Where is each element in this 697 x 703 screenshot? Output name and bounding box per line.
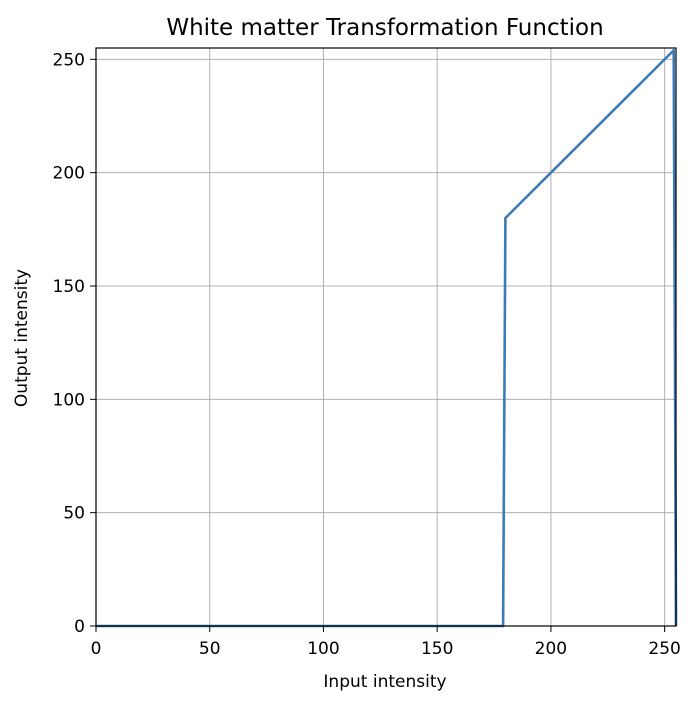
y-tick-label: 250: [53, 50, 85, 70]
series-line: [96, 50, 676, 626]
y-gridlines: [96, 59, 676, 626]
x-tick-label: 200: [535, 639, 567, 659]
x-tick-label: 0: [91, 639, 102, 659]
y-tick-label: 200: [53, 164, 85, 184]
x-axis-label: Input intensity: [323, 672, 446, 692]
x-tick-label: 250: [648, 639, 680, 659]
y-tick-label: 100: [53, 390, 85, 410]
x-axis-ticks: 0 50 100 150 200 250: [91, 626, 681, 659]
x-tick-label: 100: [307, 639, 339, 659]
y-tick-label: 0: [74, 617, 85, 637]
y-axis-label: Output intensity: [12, 269, 32, 407]
x-gridlines: [96, 48, 665, 626]
y-tick-label: 150: [53, 277, 85, 297]
x-tick-label: 50: [199, 639, 221, 659]
x-tick-label: 150: [421, 639, 453, 659]
y-tick-label: 50: [63, 504, 85, 524]
series-layer: [96, 50, 676, 626]
chart-title: White matter Transformation Function: [166, 15, 603, 41]
y-axis-ticks: 0 50 100 150 200 250: [53, 50, 96, 637]
